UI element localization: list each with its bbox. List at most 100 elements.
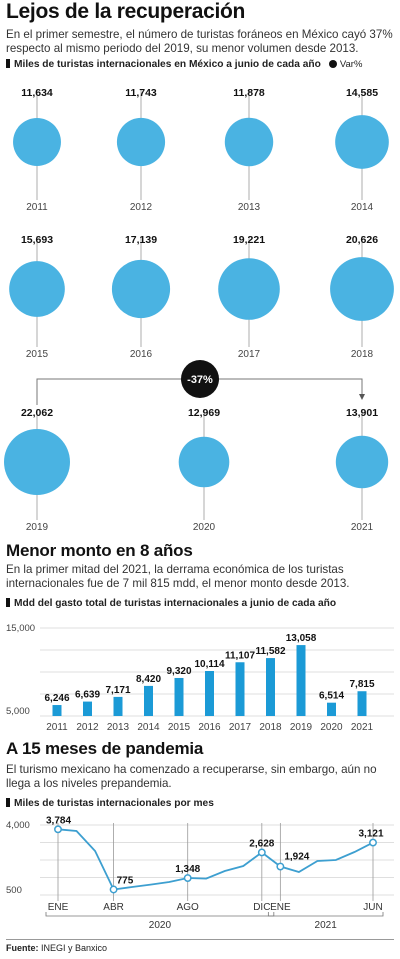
bubble-value-label: 20,626	[346, 234, 378, 246]
bar-year-label: 2019	[290, 722, 313, 733]
year-label-bg	[19, 200, 55, 212]
year-label-bg	[344, 200, 380, 212]
bar-year-label: 2021	[351, 722, 374, 733]
year-label-bg	[231, 347, 267, 359]
section2-legend: Mdd del gasto total de turistas internac…	[6, 598, 336, 609]
line-value-label: 2,628	[249, 838, 274, 849]
bar-2017	[235, 662, 245, 716]
section1-intro: En el primer semestre, el número de turi…	[6, 28, 393, 55]
bubble-2012	[116, 117, 166, 167]
bar-year-label: 2012	[76, 722, 99, 733]
bar-chart: 15,000 5,000 6,246 2011 6,639 2012 7,171 2013 8,…	[6, 623, 394, 733]
year-label-bg	[344, 520, 380, 532]
year-label-bg	[19, 520, 55, 532]
line-point	[109, 885, 118, 894]
legend-marker-icon	[6, 598, 10, 607]
bubble-chart: -37% 11,634 2011 11,743 2012 11,878 2013 14,58…	[4, 87, 394, 533]
source-text: INEGI y Banxico	[41, 943, 108, 953]
bubble-value-label: 11,634	[21, 87, 53, 99]
year-label-bg	[186, 520, 222, 532]
year-label-bg	[231, 200, 267, 212]
section1-legend-label: Miles de turistas internacionales en Méx…	[14, 59, 321, 70]
month-tick-label: ABR	[103, 902, 124, 913]
change-connector: -37%	[36, 360, 365, 405]
year-label: 2021	[315, 920, 338, 931]
bar-value-label: 8,420	[136, 674, 161, 685]
section2-legend-label: Mdd del gasto total de turistas internac…	[14, 598, 337, 609]
year-label: 2020	[149, 920, 172, 931]
bar-value-label: 11,107	[225, 650, 255, 661]
section2-title: Menor monto en 8 años	[6, 541, 193, 560]
change-badge	[181, 360, 219, 398]
line-point	[276, 862, 285, 871]
source-label: Fuente:	[6, 943, 39, 953]
bar-2014	[144, 685, 153, 716]
line-value-label: 1,924	[284, 852, 309, 863]
arrow-down-icon	[359, 394, 365, 400]
bubble-year-label: 2015	[26, 349, 49, 360]
bar-value-label: 6,639	[75, 690, 100, 701]
line-point	[369, 838, 377, 847]
bar-2011	[52, 705, 62, 716]
bubble-year-label: 2019	[26, 522, 49, 533]
y-tick-label: 15,000	[6, 623, 35, 634]
legend-marker-icon	[6, 59, 10, 68]
year-label-bg	[123, 200, 159, 212]
line-value-label: 3,121	[358, 829, 383, 840]
bar-year-label: 2015	[168, 722, 191, 733]
bar-year-label: 2018	[259, 722, 282, 733]
bar-2018	[266, 658, 275, 716]
bar-value-label: 10,114	[194, 659, 224, 670]
bubble-year-label: 2020	[193, 522, 216, 533]
bubble-year-label: 2014	[351, 202, 374, 213]
line-value-label: 1,348	[175, 864, 200, 875]
bar-value-label: 7,815	[349, 679, 374, 690]
section3-legend-label: Miles de turistas internacionales por me…	[14, 798, 214, 809]
bar-2013	[113, 696, 123, 716]
month-tick-label: AGO	[177, 902, 199, 913]
year-bracket	[45, 912, 275, 917]
section3-legend: Miles de turistas internacionales por me…	[6, 798, 214, 809]
bar-2015	[174, 677, 184, 716]
bar-value-label: 6,514	[319, 691, 344, 702]
line-point	[54, 825, 62, 834]
line-point	[183, 874, 192, 882]
bar-year-label: 2011	[46, 722, 68, 733]
bubble-2018	[330, 257, 394, 321]
bubble-year-label: 2012	[130, 202, 153, 213]
bar-value-label: 6,246	[44, 693, 69, 704]
bar-year-label: 2016	[198, 722, 221, 733]
footer-divider	[6, 939, 394, 940]
bubble-value-label: 12,969	[188, 407, 220, 419]
month-tick-label: JUN	[363, 902, 382, 913]
year-label-bg	[19, 347, 55, 359]
line-value-label: 3,784	[46, 815, 71, 826]
bubble-year-label: 2017	[238, 349, 261, 360]
bar-year-label: 2014	[137, 722, 160, 733]
bar-year-label: 2020	[320, 722, 343, 733]
bubble-value-label: 13,901	[346, 407, 378, 419]
section1-legend-var: Var%	[339, 59, 363, 70]
bar-2012	[83, 701, 92, 716]
bubble-value-label: 15,693	[21, 234, 53, 246]
month-tick-label: ENE	[48, 902, 69, 913]
bubble-2014	[335, 115, 389, 169]
bubble-2011	[13, 118, 61, 166]
bar-2016	[205, 671, 214, 716]
bubble-value-label: 14,585	[346, 87, 378, 99]
bubble-2015	[9, 261, 65, 317]
bubble-2016	[111, 259, 171, 319]
var-dot-icon	[328, 60, 337, 68]
bubble-value-label: 11,743	[125, 87, 157, 99]
bubble-2017	[218, 258, 280, 320]
y-tick-label: 4,000	[6, 820, 30, 831]
bar-value-label: 13,058	[286, 633, 317, 644]
bubble-value-label: 17,139	[125, 234, 157, 246]
bubble-year-label: 2011	[26, 202, 48, 213]
y-tick-label: 5,000	[6, 706, 30, 717]
bubble-year-label: 2013	[238, 202, 261, 213]
bubble-value-label: 22,062	[21, 407, 53, 419]
year-label-bg	[344, 347, 380, 359]
year-bracket	[267, 912, 384, 917]
line-point	[257, 848, 266, 857]
